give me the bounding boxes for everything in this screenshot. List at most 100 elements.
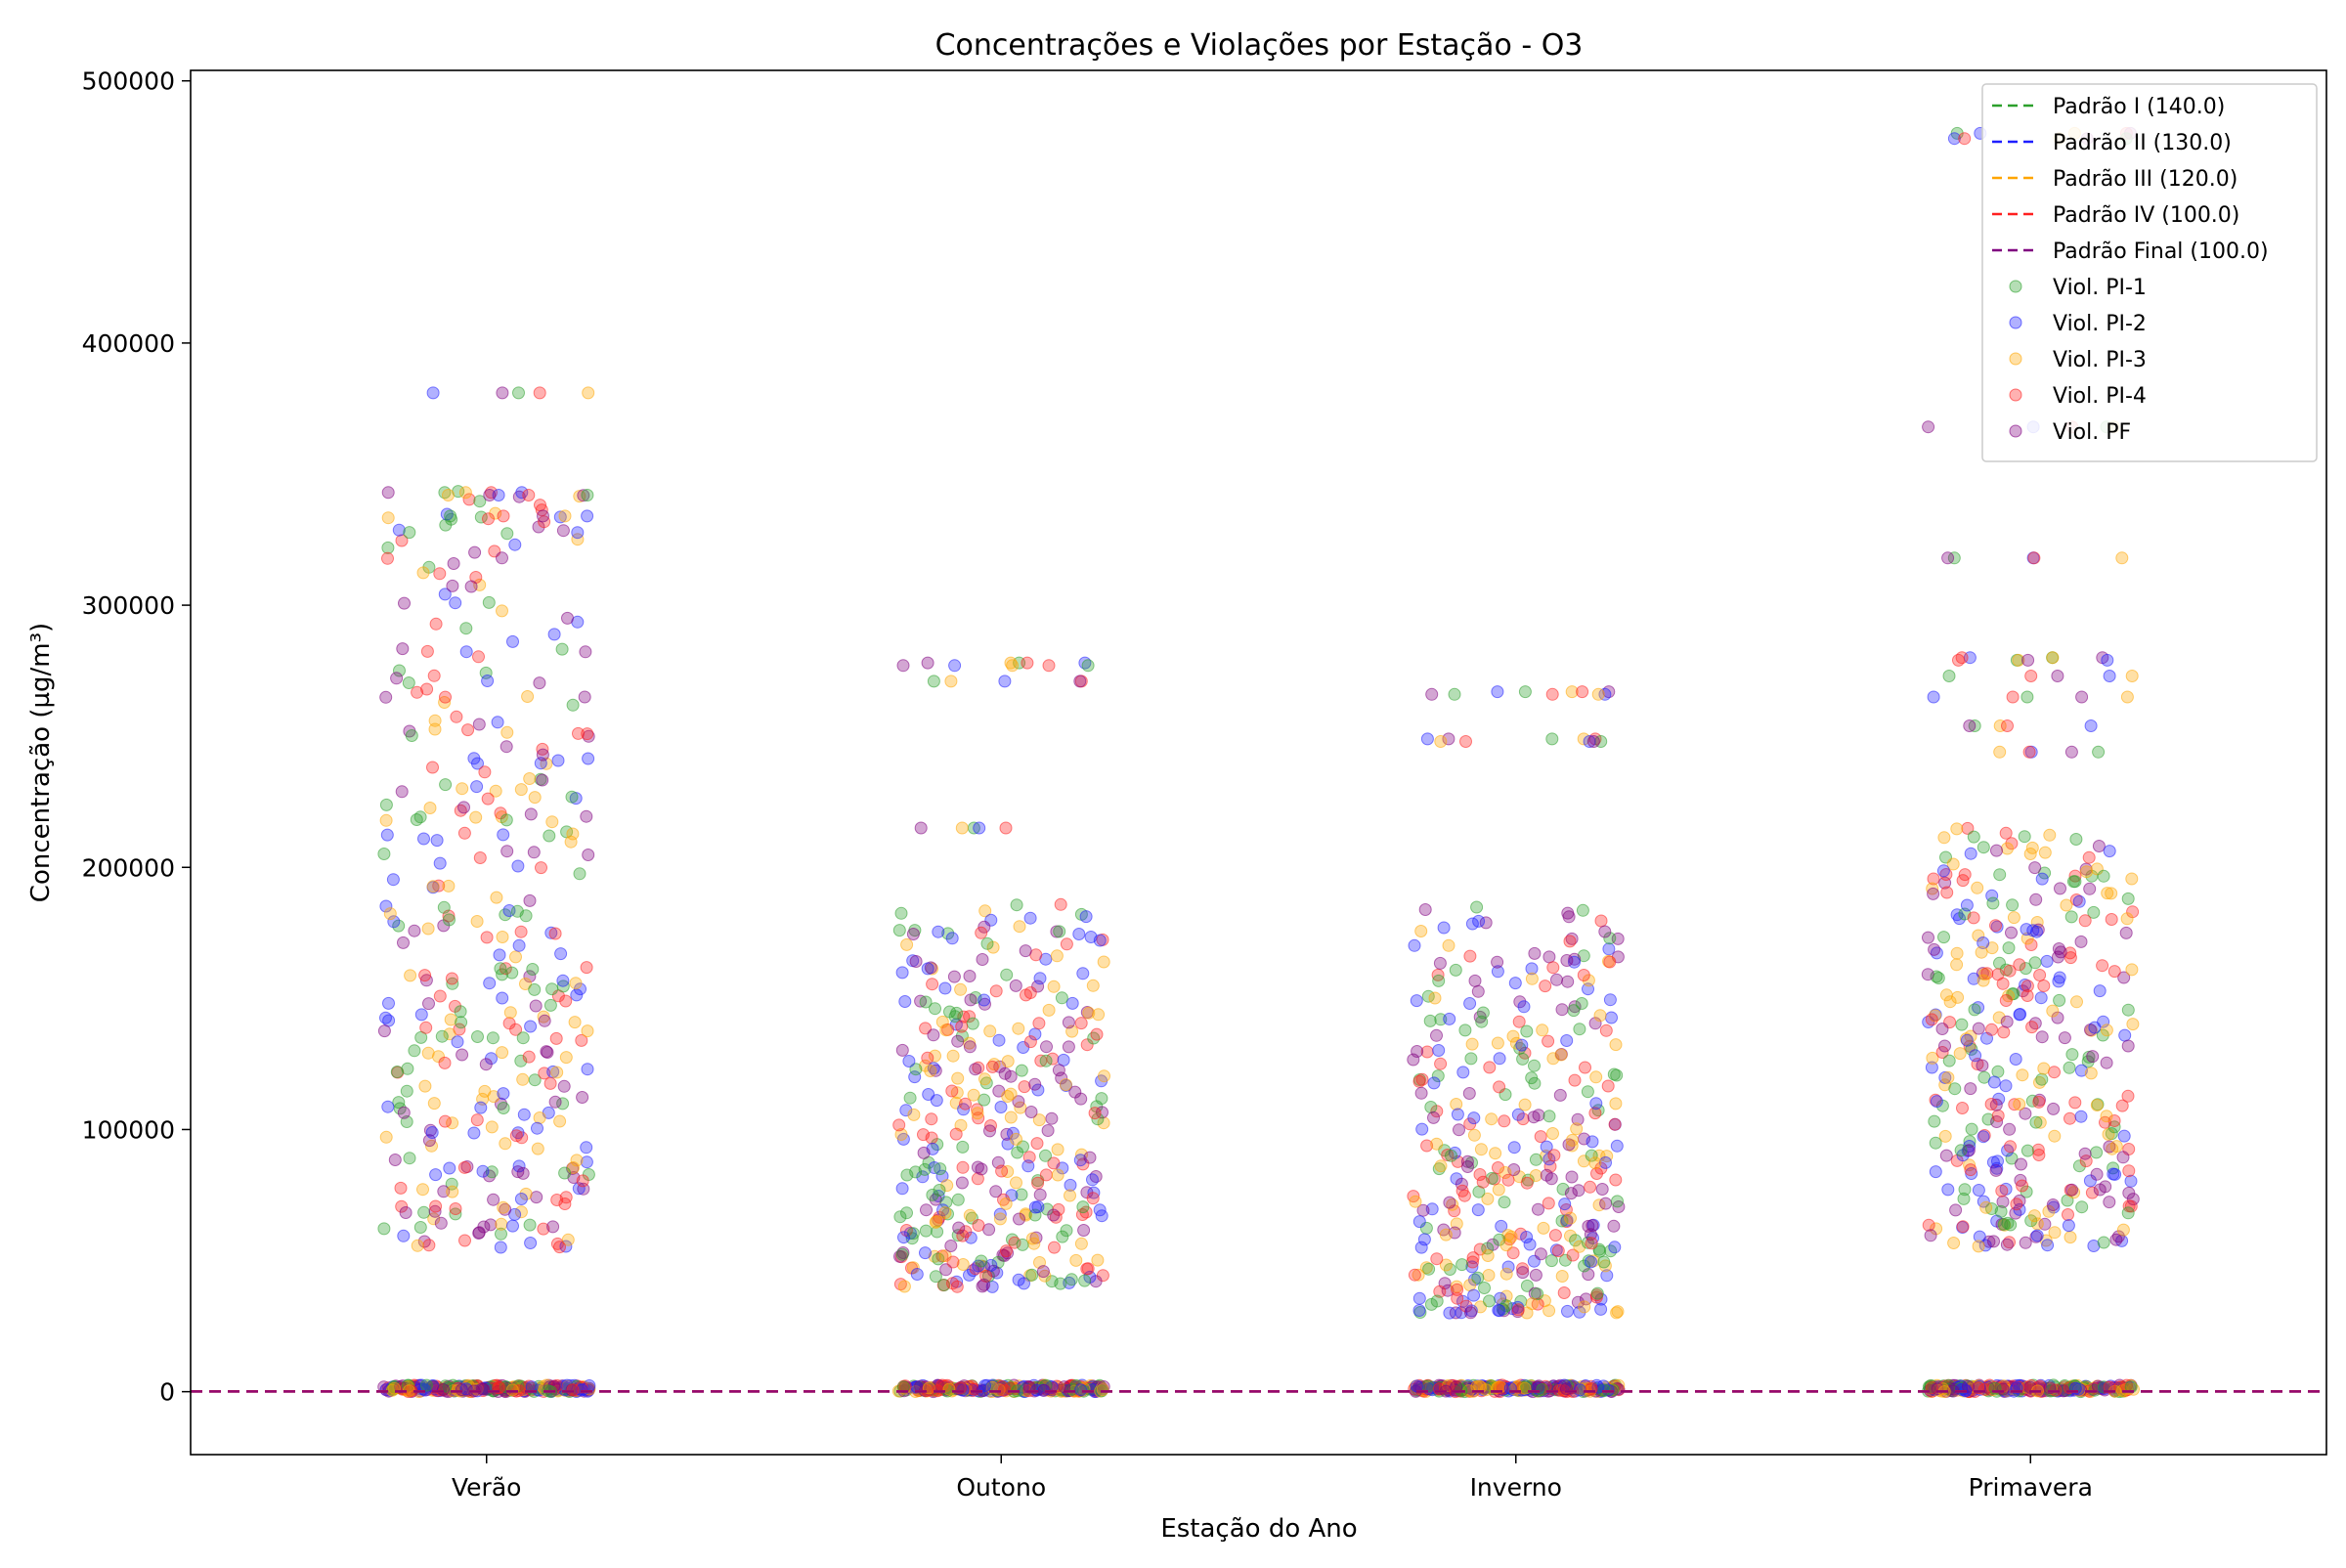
outlier-point — [1587, 736, 1599, 748]
data-point — [1980, 1201, 1992, 1213]
data-point — [1092, 1254, 1104, 1266]
data-point — [2066, 1049, 2078, 1061]
data-point — [387, 874, 399, 886]
data-point — [1507, 1030, 1519, 1042]
data-point — [926, 1113, 937, 1125]
outlier-point — [1021, 657, 1033, 669]
data-point — [401, 1085, 413, 1097]
data-point — [1977, 842, 1989, 853]
data-point — [567, 1384, 579, 1396]
data-point — [483, 513, 495, 525]
data-point — [1419, 904, 1431, 916]
data-point — [965, 994, 977, 1006]
legend-marker-swatch — [2010, 425, 2021, 437]
data-point — [2061, 899, 2072, 911]
data-point — [427, 762, 439, 773]
data-point — [1013, 1274, 1024, 1285]
data-point — [2106, 914, 2117, 926]
data-point — [1011, 1133, 1022, 1145]
outlier-point — [2065, 746, 2077, 758]
data-point — [1493, 1184, 1504, 1196]
data-point — [395, 1182, 407, 1194]
data-point — [1521, 1025, 1533, 1037]
data-point — [2097, 960, 2108, 972]
legend-entry-label: Padrão I (140.0) — [2053, 95, 2225, 119]
data-point — [510, 951, 522, 963]
data-point — [1944, 996, 1956, 1008]
data-point — [439, 1057, 451, 1068]
data-point — [534, 677, 545, 689]
data-point — [1428, 1077, 1440, 1089]
data-point — [500, 814, 512, 826]
data-point — [1409, 1269, 1420, 1281]
data-point — [560, 1192, 572, 1203]
outlier-point — [497, 387, 508, 399]
data-point — [2123, 1165, 2135, 1177]
data-point — [2000, 1080, 2012, 1092]
data-point — [1535, 1248, 1546, 1260]
data-point — [515, 1194, 527, 1205]
data-point — [429, 715, 441, 726]
data-point — [1541, 1169, 1552, 1181]
outlier-point — [2021, 691, 2033, 703]
data-point — [423, 1240, 435, 1251]
data-point — [415, 1009, 427, 1021]
data-point — [1468, 1112, 1480, 1124]
data-point — [1066, 997, 1078, 1009]
data-point — [400, 1207, 412, 1219]
data-point — [1463, 1088, 1475, 1100]
data-point — [1579, 1301, 1590, 1313]
data-point — [438, 1384, 450, 1396]
data-point — [976, 1163, 987, 1175]
data-point — [933, 926, 944, 937]
outlier-point — [1964, 720, 1976, 732]
data-point — [456, 1017, 467, 1028]
data-point — [577, 1175, 588, 1187]
data-point — [1589, 1157, 1601, 1169]
data-point — [537, 774, 548, 786]
data-point — [1065, 1274, 1077, 1285]
data-point — [2122, 893, 2134, 904]
data-point — [918, 1147, 930, 1158]
data-point — [972, 1108, 983, 1119]
data-point — [1611, 1140, 1623, 1152]
data-point — [423, 998, 435, 1010]
data-point — [999, 1067, 1011, 1079]
data-point — [2101, 1024, 2112, 1036]
data-point — [896, 1183, 908, 1195]
data-point — [973, 1220, 984, 1232]
data-point — [1559, 1198, 1571, 1210]
data-point — [2029, 957, 2041, 969]
data-point — [411, 814, 422, 826]
data-point — [440, 691, 452, 703]
data-point — [1603, 943, 1615, 955]
data-point — [1080, 911, 1092, 923]
data-point — [460, 623, 472, 634]
data-point — [2110, 1141, 2122, 1153]
legend-marker-swatch — [2010, 281, 2021, 292]
data-point — [498, 1103, 509, 1114]
data-point — [1025, 1107, 1037, 1118]
data-point — [1433, 1045, 1445, 1057]
data-point — [472, 1031, 484, 1043]
data-point — [1948, 1238, 1960, 1249]
data-point — [1413, 1305, 1425, 1317]
data-point — [378, 1223, 390, 1235]
data-point — [506, 967, 518, 979]
data-point — [2065, 911, 2077, 923]
data-point — [1585, 1181, 1596, 1193]
data-point — [2042, 1240, 2054, 1251]
data-point — [414, 1222, 426, 1234]
data-point — [512, 860, 524, 872]
data-point — [484, 978, 496, 989]
data-point — [1431, 1029, 1443, 1041]
data-point — [986, 1061, 998, 1072]
data-point — [1977, 975, 1989, 986]
data-point — [1468, 1129, 1480, 1141]
data-point — [2100, 1181, 2111, 1193]
data-point — [406, 730, 417, 742]
data-point — [2055, 883, 2066, 894]
data-point — [1055, 1278, 1066, 1289]
outlier-point — [1592, 688, 1604, 700]
data-point — [1413, 1292, 1425, 1304]
